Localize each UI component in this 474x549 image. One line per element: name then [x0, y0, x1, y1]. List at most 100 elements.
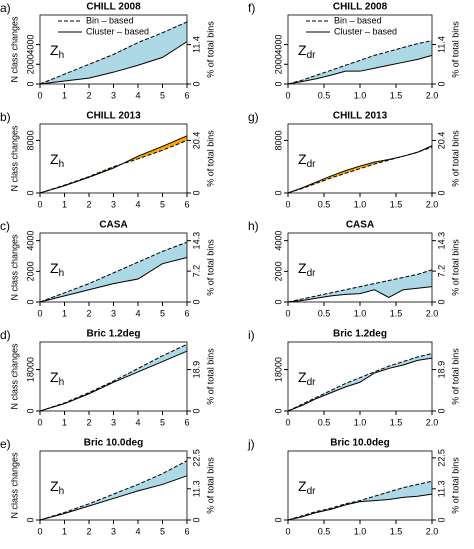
x-tick-label: 0.5 [318, 417, 331, 427]
x-tick-label: 4 [135, 417, 140, 427]
chart-title: CHILL 2008 [333, 2, 388, 13]
x-tick-label: 1 [62, 199, 67, 209]
x-tick-label: 5 [160, 199, 165, 209]
y2-tick-label: 18.9 [191, 361, 201, 379]
x-tick-label: 5 [160, 308, 165, 318]
chart-title: CHILL 2013 [333, 111, 388, 122]
x-tick-label: 2 [86, 308, 91, 318]
x-tick-label: 1.5 [390, 90, 403, 100]
x-tick-label: 1.5 [390, 417, 403, 427]
panel-letter: h) [248, 219, 259, 233]
annotation: Zdr [298, 151, 316, 170]
y2-tick-label: 0 [191, 190, 201, 195]
annotation: Zh [50, 369, 64, 388]
series-line [39, 350, 188, 412]
series-line [39, 135, 188, 194]
x-tick-label: 6 [184, 199, 189, 209]
x-tick-label: 2.0 [426, 526, 439, 536]
x-tick-label: 5 [160, 417, 165, 427]
x-tick-label: 1.0 [354, 526, 367, 536]
x-tick-label: 0 [37, 526, 42, 536]
y2-tick-label: 18.9 [436, 361, 446, 379]
annotation-subscript: dr [307, 377, 317, 388]
y2-tick-label: 11.4 [436, 36, 446, 53]
chart-title: Bric 1.2deg [87, 329, 141, 340]
x-tick-label: 0 [285, 417, 290, 427]
panel: 0 0.5 1.0 1.5 2.0 0 18000 0 18.9 Bric 1.2deg i) % o… [248, 328, 460, 427]
y-tick-label: 2000 [273, 261, 283, 281]
x-tick-label: 0.5 [318, 90, 331, 100]
x-tick-label: 3 [111, 526, 116, 536]
x-tick-label: 0 [285, 308, 290, 318]
panel-letter: c) [0, 219, 10, 233]
y-tick-label: 0 [25, 408, 35, 413]
y-tick-label: 4000 [25, 35, 35, 55]
panel-letter: e) [0, 437, 11, 451]
x-tick-label: 1.5 [390, 199, 403, 209]
panel: 0 0.5 1.0 1.5 2.0 0 8000 0 20.4 CHILL 2013 g) % of … [248, 110, 460, 209]
x-tick-label: 4 [135, 199, 140, 209]
chart-title: CASA [346, 220, 374, 231]
x-tick-label: 6 [184, 417, 189, 427]
x-tick-label: 3 [111, 90, 116, 100]
panel-letter: d) [0, 328, 11, 342]
x-tick-label: 0.5 [318, 308, 331, 318]
y2-axis-label: % of total bins [450, 130, 460, 187]
x-tick-label: 2 [86, 90, 91, 100]
annotation-subscript: h [59, 486, 65, 497]
series-line [39, 343, 188, 412]
annotation-subscript: dr [307, 159, 317, 170]
y2-axis-label: % of total bins [450, 21, 460, 78]
y-tick-label: 18000 [273, 357, 283, 382]
annotation-text: Z [50, 42, 59, 58]
series-line [287, 286, 433, 303]
x-tick-label: 5 [160, 90, 165, 100]
y2-tick-label: 0 [436, 190, 446, 195]
y-axis-label: N class changes [9, 125, 19, 192]
x-tick-label: 1 [62, 526, 67, 536]
y2-tick-label: 20.4 [191, 132, 201, 150]
y-tick-label: 8000 [273, 130, 283, 150]
x-tick-label: 1.0 [354, 90, 367, 100]
series-line [287, 145, 433, 194]
y-axis-label: N class changes [9, 16, 19, 83]
x-tick-label: 0 [37, 417, 42, 427]
x-tick-label: 0 [37, 90, 42, 100]
x-tick-label: 6 [184, 526, 189, 536]
series-line [39, 241, 188, 303]
y-tick-label: 0 [25, 190, 35, 195]
y-tick-label: 0 [273, 299, 283, 304]
annotation: Zh [50, 151, 64, 170]
y-tick-label: 0 [25, 299, 35, 304]
panel-letter: a) [0, 1, 11, 15]
x-tick-label: 6 [184, 308, 189, 318]
annotation: Zh [50, 42, 64, 61]
annotation-text: Z [298, 151, 307, 167]
annotation: Zdr [298, 369, 316, 388]
panel: 0 0.5 1.0 1.5 2.0 0 2000 4000 0 7.2 14.3 CASA h) % of… [248, 219, 460, 318]
annotation-text: Z [298, 478, 307, 494]
y2-tick-label: 14.3 [191, 232, 201, 250]
y-axis-label: N class changes [9, 452, 19, 519]
y-tick-label: 0 [273, 190, 283, 195]
y-tick-label: 18000 [25, 357, 35, 382]
fill-between [40, 21, 187, 84]
y-tick-label: 2000 [25, 261, 35, 281]
x-tick-label: 1.5 [390, 308, 403, 318]
x-tick-label: 5 [160, 526, 165, 536]
x-tick-label: 0 [37, 199, 42, 209]
annotation-subscript: h [59, 159, 65, 170]
series-line [287, 146, 433, 194]
x-tick-label: 0 [285, 90, 290, 100]
x-tick-label: 1.0 [354, 417, 367, 427]
y2-tick-label: 0 [436, 81, 446, 86]
x-tick-label: 3 [111, 308, 116, 318]
annotation-subscript: dr [307, 268, 317, 279]
y2-tick-label: 0 [436, 517, 446, 522]
annotation-subscript: h [59, 377, 65, 388]
